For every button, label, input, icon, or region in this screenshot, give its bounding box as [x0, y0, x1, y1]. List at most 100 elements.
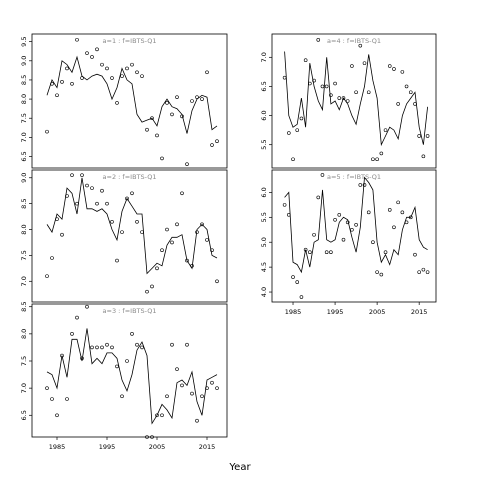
- observation-point: [110, 76, 114, 80]
- observation-point: [155, 266, 159, 271]
- observation-point: [396, 102, 400, 106]
- observation-point: [358, 183, 363, 187]
- observation-point: [135, 219, 139, 224]
- observation-point: [358, 43, 363, 48]
- y-tick-label: 7.0: [20, 383, 28, 393]
- observation-point: [215, 279, 219, 284]
- observation-point: [210, 248, 214, 253]
- x-tick-label: 1985: [49, 443, 66, 451]
- y-tick-label: 7.5: [20, 250, 28, 260]
- y-tick-label: 6.5: [20, 151, 28, 161]
- y-tick-label: 5.5: [260, 212, 268, 222]
- fitted-series-line: [46, 55, 218, 134]
- observation-point: [413, 102, 417, 106]
- observation-point: [366, 90, 371, 95]
- observation-point: [210, 380, 214, 385]
- observation-point: [190, 263, 194, 268]
- observation-point: [150, 116, 154, 121]
- observation-point: [195, 230, 199, 234]
- observation-point: [195, 418, 199, 423]
- observation-point: [180, 191, 184, 196]
- observation-point: [140, 230, 144, 234]
- observation-point: [379, 272, 384, 277]
- observation-point: [60, 80, 64, 84]
- observation-point: [100, 345, 104, 350]
- panel-5: a=5 : f=IBTS-Q1 4.0 4.5 5.0 5.5 6.0 1985 1995 20…: [260, 169, 437, 316]
- observation-point: [408, 90, 413, 95]
- observation-point: [160, 156, 164, 161]
- y-tick-label: 9.0: [20, 173, 28, 183]
- observation-point: [165, 394, 169, 399]
- observation-point: [115, 364, 119, 369]
- observation-point: [130, 332, 134, 336]
- observation-point: [413, 252, 417, 257]
- observation-point: [195, 95, 199, 99]
- observation-point: [55, 93, 59, 98]
- observation-point: [362, 183, 367, 187]
- observation-point: [65, 194, 69, 198]
- y-tick-label: 8.5: [20, 75, 28, 85]
- y-tick-label: 6.5: [20, 410, 28, 420]
- observation-point: [320, 84, 325, 89]
- y-tick-label: 6.5: [260, 81, 268, 91]
- panel-3: a=3 : f=IBTS-Q1 6.5 7.0 7.5 8.0 8.5 1985 1995 20…: [20, 302, 228, 451]
- x-tick-label: 1995: [99, 443, 116, 451]
- observation-point: [404, 220, 409, 225]
- observation-point: [75, 315, 79, 320]
- observation-point: [145, 289, 149, 294]
- panel-frame: [31, 303, 228, 438]
- observation-point: [105, 201, 109, 206]
- observation-point: [95, 47, 99, 52]
- observation-point: [185, 258, 189, 263]
- observation-point: [375, 157, 379, 162]
- y-tick-label: 7.0: [20, 132, 28, 142]
- observation-point: [404, 84, 409, 89]
- panel-frame: [271, 169, 437, 303]
- observation-point: [333, 81, 337, 86]
- fitted-series-line: [46, 177, 218, 275]
- observation-point: [155, 413, 159, 418]
- observation-point: [205, 238, 209, 242]
- panel-title: a=4 : f=IBTS-Q1: [327, 37, 381, 45]
- observation-point: [75, 201, 79, 206]
- observation-point: [170, 240, 174, 245]
- observation-point: [90, 55, 94, 59]
- observation-point: [392, 67, 396, 71]
- observation-point: [324, 84, 329, 89]
- observation-point: [190, 391, 194, 396]
- observation-point: [120, 394, 124, 399]
- observation-point: [387, 208, 392, 212]
- x-tick-label: 2015: [411, 308, 428, 316]
- y-tick-label: 7.5: [20, 113, 28, 123]
- observation-point: [200, 222, 204, 227]
- observation-point: [371, 240, 375, 245]
- observation-point: [312, 78, 316, 83]
- observation-point: [85, 183, 89, 188]
- observation-point: [308, 81, 312, 86]
- observation-point: [316, 195, 321, 200]
- panel-2: a=2 : f=IBTS-Q1 7.0 7.5 8.0 8.5 9.0: [20, 169, 228, 303]
- observation-point: [417, 270, 421, 274]
- observation-point: [287, 131, 291, 135]
- observation-point: [180, 383, 184, 388]
- observation-point: [180, 114, 184, 119]
- observation-point: [50, 397, 54, 401]
- observation-point: [295, 128, 300, 132]
- observation-point: [155, 133, 159, 138]
- observation-point: [400, 70, 405, 74]
- observation-point: [55, 217, 59, 221]
- observation-point: [341, 96, 346, 100]
- observation-point: [215, 139, 219, 143]
- observation-point: [383, 250, 388, 254]
- y-tick-label: 8.0: [20, 94, 28, 104]
- observation-point: [205, 70, 209, 75]
- panel-4: a=4 : f=IBTS-Q1 5.5 6.0 6.5 7.0: [260, 33, 437, 169]
- observation-point: [200, 97, 204, 101]
- y-tick-label: 4.5: [260, 262, 268, 272]
- observation-point: [80, 173, 84, 177]
- observation-point: [145, 127, 149, 132]
- observation-point: [333, 218, 337, 222]
- figure-x-axis-label: Year: [228, 462, 251, 473]
- observation-point: [308, 250, 312, 254]
